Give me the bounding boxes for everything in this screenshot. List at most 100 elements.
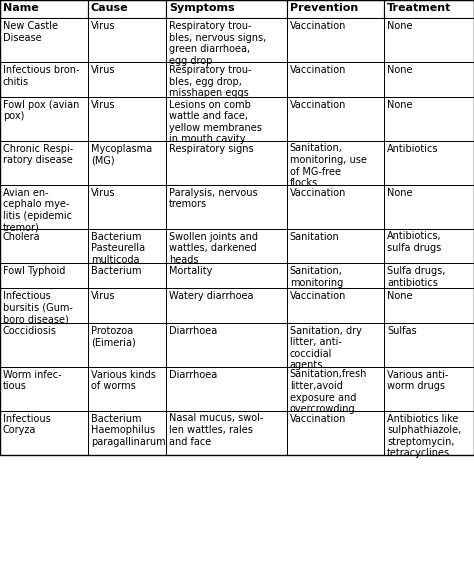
Text: Bacterium: Bacterium [91,266,141,276]
Text: None: None [387,100,412,110]
Text: Nasal mucus, swol-
len wattles, rales
and face: Nasal mucus, swol- len wattles, rales an… [169,414,263,447]
Text: Antibiotics like
sulphathiazole,
streptomycin,
tetracyclines: Antibiotics like sulphathiazole, strepto… [387,414,461,458]
Bar [287,263,384,288]
Bar [166,140,287,184]
Text: Symptoms: Symptoms [169,3,235,13]
Text: Diarrhoea: Diarrhoea [169,325,217,335]
Text: Worm infec-
tious: Worm infec- tious [3,369,62,391]
Bar [88,288,166,322]
Bar [166,263,287,288]
Text: Swollen joints and
wattles, darkened
heads: Swollen joints and wattles, darkened hea… [169,231,258,264]
Bar [384,367,474,411]
Text: None: None [387,187,412,198]
Text: Respiratory trou-
bles, nervous signs,
green diarrhoea,
egg drop: Respiratory trou- bles, nervous signs, g… [169,21,266,66]
Bar [0,288,88,322]
Text: Name: Name [3,3,39,13]
Text: Virus: Virus [91,291,115,301]
Text: Infectious
bursitis (Gum-
boro disease): Infectious bursitis (Gum- boro disease) [3,291,73,324]
Bar [287,229,384,263]
Bar [166,0,287,18]
Text: Sanitation,
monitoring: Sanitation, monitoring [290,266,343,288]
Text: Fowl Typhoid: Fowl Typhoid [3,266,65,276]
Text: Vaccination: Vaccination [290,65,346,75]
Bar [287,322,384,367]
Bar [384,229,474,263]
Text: Vaccination: Vaccination [290,291,346,301]
Text: Vaccination: Vaccination [290,21,346,31]
Bar [0,0,88,18]
Text: Various kinds
of worms: Various kinds of worms [91,369,155,391]
Text: Fowl pox (avian
pox): Fowl pox (avian pox) [3,100,79,121]
Bar [287,0,384,18]
Bar [287,140,384,184]
Bar [287,288,384,322]
Text: Vaccination: Vaccination [290,100,346,110]
Bar [384,322,474,367]
Text: Sulfa drugs,
antibiotics: Sulfa drugs, antibiotics [387,266,445,288]
Bar [88,0,166,18]
Text: Avian en-
cephalo mye-
litis (epidemic
tremor): Avian en- cephalo mye- litis (epidemic t… [3,187,72,233]
Text: Mortality: Mortality [169,266,212,276]
Text: New Castle
Disease: New Castle Disease [3,21,58,42]
Bar [0,96,88,140]
Bar [384,0,474,18]
Bar [287,184,384,229]
Text: Diarrhoea: Diarrhoea [169,369,217,379]
Bar [287,18,384,62]
Bar [384,96,474,140]
Text: Virus: Virus [91,65,115,75]
Bar [384,411,474,455]
Bar [166,96,287,140]
Bar [0,263,88,288]
Bar [0,322,88,367]
Bar [88,263,166,288]
Bar [166,288,287,322]
Bar [384,263,474,288]
Text: Sanitation,
monitoring, use
of MG-free
flocks: Sanitation, monitoring, use of MG-free f… [290,143,367,188]
Bar [166,184,287,229]
Bar [88,367,166,411]
Text: Protozoa
(Eimeria): Protozoa (Eimeria) [91,325,136,347]
Bar [88,140,166,184]
Text: Antibiotics,
sulfa drugs: Antibiotics, sulfa drugs [387,231,442,253]
Bar [0,367,88,411]
Text: Coccidiosis: Coccidiosis [3,325,57,335]
Text: Antibiotics: Antibiotics [387,143,438,154]
Bar [287,96,384,140]
Text: Infectious
Coryza: Infectious Coryza [3,414,51,435]
Bar [0,0,474,455]
Bar [88,322,166,367]
Text: None: None [387,21,412,31]
Bar [0,18,88,62]
Text: Paralysis, nervous
tremors: Paralysis, nervous tremors [169,187,257,209]
Bar [166,322,287,367]
Bar [0,229,88,263]
Text: Cause: Cause [91,3,128,13]
Text: Vaccination: Vaccination [290,414,346,423]
Text: Treatment: Treatment [387,3,451,13]
Bar [88,184,166,229]
Text: Virus: Virus [91,21,115,31]
Text: Vaccination: Vaccination [290,187,346,198]
Text: None: None [387,65,412,75]
Text: Respiratory signs: Respiratory signs [169,143,254,154]
Text: Sanitation, dry
litter, anti-
coccidial
agents: Sanitation, dry litter, anti- coccidial … [290,325,362,370]
Bar [287,367,384,411]
Text: Respiratory trou-
bles, egg drop,
misshapen eggs: Respiratory trou- bles, egg drop, missha… [169,65,251,98]
Text: Sulfas: Sulfas [387,325,417,335]
Bar [0,140,88,184]
Text: Cholera: Cholera [3,231,41,241]
Bar [166,367,287,411]
Text: Sanitation,fresh
litter,avoid
exposure and
overcrowding: Sanitation,fresh litter,avoid exposure a… [290,369,367,414]
Bar [0,184,88,229]
Bar [384,184,474,229]
Text: Infectious bron-
chitis: Infectious bron- chitis [3,65,80,86]
Bar [88,96,166,140]
Bar [384,288,474,322]
Text: Various anti-
worm drugs: Various anti- worm drugs [387,369,448,391]
Bar [287,62,384,96]
Bar [166,62,287,96]
Text: Sanitation: Sanitation [290,231,339,241]
Text: Prevention: Prevention [290,3,358,13]
Text: Mycoplasma
(MG): Mycoplasma (MG) [91,143,152,165]
